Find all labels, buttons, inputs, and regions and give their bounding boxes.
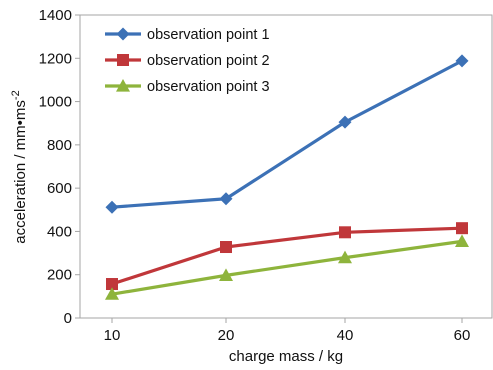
y-tick-label: 1000: [39, 94, 72, 111]
data-point: [339, 226, 351, 239]
legend-marker: [116, 27, 130, 41]
x-axis-title: charge mass / kg: [229, 348, 343, 365]
plot-area-frame: [79, 14, 493, 319]
y-tick-label: 0: [64, 310, 72, 327]
y-tick-label: 600: [47, 180, 72, 197]
data-point: [455, 234, 469, 247]
y-axis-title-superscript: -2: [10, 90, 22, 100]
x-axis: 10 20 40 60: [104, 318, 471, 344]
series-line: [111, 59, 463, 209]
y-axis: 0 200 400 600 800 1000 1200 1400: [39, 7, 80, 327]
legend-label: observation point 2: [147, 53, 270, 69]
data-point: [456, 222, 468, 235]
data-point: [219, 268, 233, 281]
legend-item: observation point 1: [105, 27, 270, 43]
series-1: [105, 54, 469, 214]
data-point: [106, 278, 118, 291]
legend-item: observation point 3: [105, 79, 270, 95]
y-tick-label: 1200: [39, 50, 72, 67]
series-2: [106, 222, 468, 291]
x-tick-label: 60: [454, 327, 471, 344]
legend-label: observation point 1: [147, 27, 270, 43]
legend-item: observation point 2: [105, 53, 270, 69]
data-point: [338, 250, 352, 264]
y-axis-title-main: acceleration / mm•ms: [12, 100, 29, 244]
legend-marker: [117, 54, 129, 66]
series-3: [105, 234, 469, 300]
data-point: [105, 287, 119, 300]
data-point: [455, 54, 469, 68]
data-point: [338, 115, 352, 129]
y-axis-title: acceleration / mm•ms-2: [10, 90, 29, 243]
legend: observation point 1 observation point 2 ob…: [105, 27, 270, 95]
y-tick-label: 400: [47, 223, 72, 240]
x-tick-label: 20: [218, 327, 235, 344]
legend-marker: [116, 79, 130, 92]
x-tick-label: 10: [104, 327, 121, 344]
y-tick-label: 800: [47, 137, 72, 154]
series-line: [111, 239, 463, 296]
data-point: [220, 241, 232, 254]
y-tick-label: 200: [47, 267, 72, 284]
x-tick-label: 40: [337, 327, 354, 344]
series-line: [111, 226, 463, 286]
data-point: [219, 192, 233, 206]
data-point: [105, 200, 119, 214]
y-tick-label: 1400: [39, 7, 72, 24]
series-layer: [105, 54, 469, 300]
legend-label: observation point 3: [147, 79, 270, 95]
